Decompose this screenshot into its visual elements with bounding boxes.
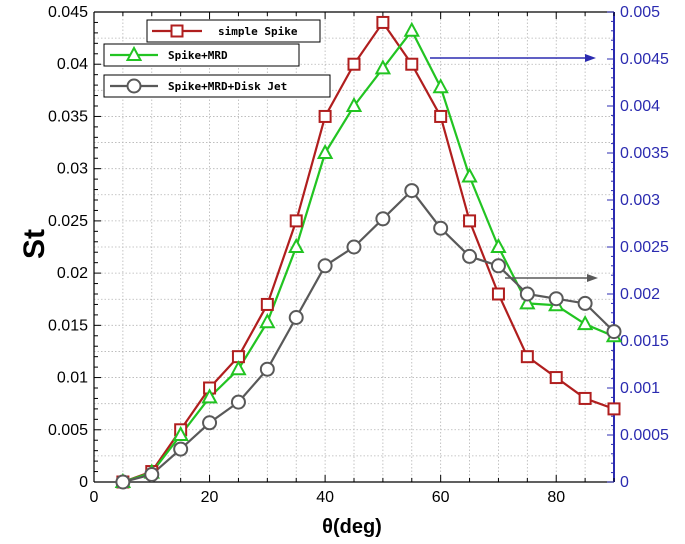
data-point-circle: [259, 361, 275, 377]
data-point-circle: [606, 324, 622, 340]
data-point-square: [318, 109, 332, 123]
legend-label: Spike+MRD+Disk Jet: [168, 80, 287, 93]
data-point-triangle: [201, 388, 218, 404]
y-tick-label: 0.025: [48, 213, 88, 230]
y2-tick-label: 0.0015: [620, 333, 669, 350]
y-tick-label: 0.04: [57, 56, 88, 73]
data-point-triangle: [576, 314, 594, 331]
series-markers: [114, 15, 623, 490]
x-tick-label: 0: [90, 489, 99, 506]
data-point-square: [520, 350, 534, 364]
data-point-square: [607, 402, 621, 416]
data-point-circle: [346, 239, 362, 255]
data-point-legend-triangle: [125, 45, 143, 61]
y-tick-label: 0.01: [57, 370, 88, 387]
data-point-circle: [519, 286, 535, 302]
y-axis-title: St: [18, 229, 51, 259]
data-point-square: [578, 391, 592, 405]
y-tick-label: 0.03: [57, 161, 88, 178]
ticks: 0 20 40 60 80 0 0.005 0.01 0.015 0.02 0.025 0.03 0.0…: [48, 4, 669, 506]
y-tick-label: 0.015: [48, 317, 88, 334]
y-tick-label: 0.045: [48, 4, 88, 21]
data-point-circle: [115, 474, 131, 490]
data-point-circle: [288, 310, 304, 325]
data-point-triangle: [230, 360, 247, 376]
y2-tick-label: 0.001: [620, 380, 660, 397]
data-point-triangle: [490, 237, 507, 253]
data-point-circle: [173, 441, 189, 457]
data-point-triangle: [288, 237, 305, 253]
y-tick-label: 0: [79, 474, 88, 491]
data-point-circle: [230, 394, 246, 410]
legend-label: simple Spike: [218, 25, 298, 38]
y2-tick-label: 0.0045: [620, 51, 669, 68]
y2-tick-label: 0.0005: [620, 427, 669, 444]
arrow-gray-to-right-axis-head: [587, 274, 598, 282]
y-tick-label: 0.005: [48, 422, 88, 439]
legend-box: [103, 43, 300, 67]
legend-label: Spike+MRD: [168, 49, 228, 62]
data-point-square: [289, 214, 303, 228]
data-point-triangle: [461, 167, 478, 183]
legend-box: [103, 74, 331, 98]
x-tick-label: 80: [547, 489, 565, 506]
y2-tick-label: 0.003: [620, 192, 660, 209]
data-point-square: [260, 297, 274, 311]
data-point-circle: [577, 295, 593, 311]
data-point-square: [376, 15, 390, 29]
data-point-circle: [490, 258, 506, 274]
data-point-square: [347, 57, 361, 71]
y2-tick-label: 0: [620, 474, 629, 491]
y2-tick-label: 0.0035: [620, 145, 669, 162]
data-point-circle: [144, 466, 160, 482]
data-point-square: [463, 214, 477, 228]
x-tick-label: 60: [432, 489, 450, 506]
data-point-circle: [548, 291, 564, 307]
data-point-square: [434, 109, 448, 123]
y2-tick-label: 0.0025: [620, 239, 669, 256]
legend-box: [146, 19, 321, 43]
data-point-circle: [462, 248, 478, 264]
y2-tick-label: 0.004: [620, 98, 660, 115]
data-point-triangle: [259, 313, 276, 329]
axis-pointer-arrows: [430, 54, 598, 282]
data-point-triangle: [403, 21, 420, 37]
data-point-circle: [317, 258, 333, 274]
data-point-triangle: [316, 143, 334, 159]
y2-tick-label: 0.005: [620, 4, 660, 21]
y-tick-label: 0.035: [48, 108, 88, 125]
y2-tick-label: 0.002: [620, 286, 660, 303]
y-tick-label: 0.02: [57, 265, 88, 282]
data-point-triangle: [345, 96, 363, 112]
x-axis-title: θ(deg): [322, 516, 382, 538]
data-point-circle: [375, 211, 391, 227]
data-point-square: [491, 287, 505, 301]
x-tick-label: 20: [201, 489, 219, 506]
data-point-legend-circle: [126, 78, 142, 94]
data-point-triangle: [432, 78, 449, 94]
data-point-circle: [404, 183, 420, 199]
x-tick-label: 40: [316, 489, 334, 506]
data-point-triangle: [374, 59, 392, 75]
data-point-square: [549, 371, 563, 385]
data-point-legend-square: [170, 24, 184, 38]
data-point-circle: [433, 220, 449, 236]
data-point-triangle: [519, 294, 536, 310]
arrow-green-to-right-axis-head: [585, 54, 596, 62]
data-point-triangle: [172, 425, 189, 441]
data-point-circle: [202, 415, 218, 431]
legend: simple Spike Spike+MRD Spike+MRD+Disk Jet: [103, 19, 331, 98]
data-point-square: [405, 57, 419, 71]
